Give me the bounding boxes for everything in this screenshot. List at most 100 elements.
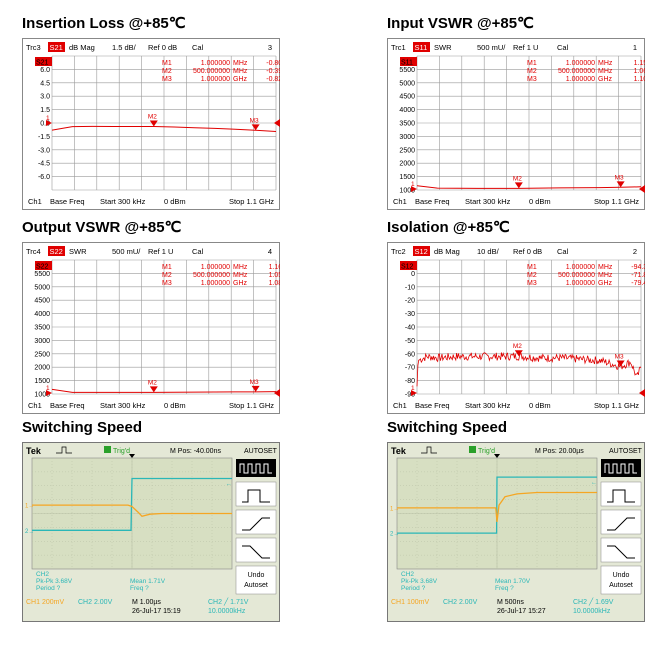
header-param: S11 (415, 43, 428, 52)
marker-freq: 500.000000 (193, 272, 230, 279)
header-format: SWR (434, 43, 452, 52)
marker-triangle-label: M3 (250, 379, 259, 386)
marker-label-m1: 1 (411, 181, 415, 188)
trace-tag-badge (35, 57, 52, 66)
header-ref: Ref 0 dB (513, 247, 542, 256)
trace-tag-badge (35, 261, 52, 270)
footer-mode: Base Freq (415, 197, 450, 206)
marker-triangle (149, 386, 158, 393)
scope-autoset: AUTOSET (609, 448, 643, 455)
marker-freq-unit: MHz (598, 68, 613, 75)
marker-name: M1 (162, 264, 172, 271)
header-number: 2 (633, 247, 637, 256)
status-ch1: CH1 200mV (26, 599, 64, 606)
y-tick-label: 6.0 (40, 67, 50, 74)
footer-power: 0 dBm (529, 197, 551, 206)
marker-triangle (514, 182, 523, 189)
header-number: 3 (268, 43, 272, 52)
header-param: S12 (415, 247, 428, 256)
chart-title-insertion-loss: Insertion Loss @+85℃ (22, 15, 186, 32)
y-tick-label: 3000 (399, 134, 415, 141)
status-trigger: CH2 ╱ 1.71V (208, 597, 249, 606)
header-trace: Trc1 (391, 43, 406, 52)
chart-isolation: Trc2 S12 dB Mag 10 dB/Ref 0 dB Cal 2S120-10-2… (387, 242, 645, 414)
meas-period: Period ? (401, 585, 426, 592)
marker-freq: 500.000000 (193, 68, 230, 75)
autoset-label: Autoset (609, 582, 633, 589)
marker-name: M2 (527, 68, 537, 75)
footer-stop: Stop 1.1 GHz (594, 197, 639, 206)
header-trace: Trc4 (26, 247, 41, 256)
header-scale: 10 dB/ (477, 247, 500, 256)
marker-triangle-label: M2 (513, 343, 522, 350)
y-tick-label: -1.5 (38, 134, 50, 141)
undo-label: Undo (248, 572, 265, 579)
y-tick-label: -6.0 (38, 174, 50, 181)
footer-channel: Ch1 (28, 401, 42, 410)
chart-insertion-loss: Trc3 S21 dB Mag 1.5 dB/Ref 0 dB Cal 3S216.04.… (22, 38, 280, 210)
chart-frame (22, 38, 280, 210)
footer-stop: Stop 1.1 GHz (229, 401, 274, 410)
scope-trig: Trig'd (478, 448, 495, 455)
marker-freq-unit: GHz (233, 280, 248, 287)
ch1-level-marker: 1→ (25, 504, 34, 510)
marker-freq-unit: MHz (598, 272, 613, 279)
footer-channel: Ch1 (393, 197, 407, 206)
status-ch2: CH2 2.00V (78, 599, 113, 606)
y-tick-label: 4000 (399, 107, 415, 114)
ch1-trace (397, 491, 597, 522)
marker-name: M2 (162, 272, 172, 279)
marker-triangle (251, 385, 260, 392)
marker-name: M2 (527, 272, 537, 279)
y-tick-label: 0.0 (40, 121, 50, 128)
trigger-level-marker: ← (591, 480, 597, 486)
status-trigger-freq: 10.0000kHz (208, 608, 246, 615)
y-tick-label: 2500 (34, 351, 50, 358)
footer-power: 0 dBm (164, 401, 186, 410)
marker-freq: 500.000000 (558, 272, 595, 279)
y-tick-label: 5500 (34, 271, 50, 278)
ch1-level-marker: 1→ (390, 506, 399, 512)
rising-edge-icon (607, 517, 635, 531)
ch2-level-marker: 2→ (25, 529, 34, 535)
marker-label-m1: 1 (411, 385, 415, 392)
marker-freq-unit: MHz (233, 68, 248, 75)
header-scale: 500 mU/ (112, 247, 141, 256)
y-tick-label: -50 (405, 338, 415, 345)
meas-ch2-label: CH2 (401, 571, 414, 578)
status-trigger-freq: 10.0000kHz (573, 608, 611, 615)
ref-arrow-right (274, 119, 280, 127)
trace-tag: S22 (36, 264, 49, 271)
chart-title-isolation: Isolation @+85℃ (387, 219, 510, 236)
marker-name: M3 (527, 280, 537, 287)
falling-edge-icon (242, 545, 270, 559)
footer-mode: Base Freq (50, 197, 85, 206)
marker-triangle (251, 124, 260, 131)
header-trace: Trc2 (391, 247, 406, 256)
marker-triangle-label: M2 (148, 379, 157, 386)
y-tick-label: 4000 (34, 311, 50, 318)
marker-triangle (514, 350, 523, 357)
y-tick-label: -80 (405, 378, 415, 385)
ref-arrow-right (639, 185, 645, 193)
scope-title-2: Switching Speed (387, 419, 508, 436)
trace-line (416, 352, 642, 387)
marker-name: M1 (527, 264, 537, 271)
y-tick-label: 3500 (34, 325, 50, 332)
y-tick-label: 5000 (399, 80, 415, 87)
marker-freq: 1.000000 (201, 280, 230, 287)
y-tick-label: 1500 (399, 174, 415, 181)
meas-pkpk: Pk-Pk 3.68V (401, 578, 438, 585)
scope-mpos: M Pos: -40.00ns (170, 448, 221, 455)
falling-edge-icon (607, 545, 635, 559)
trigger-mode-icon (421, 446, 437, 454)
marker-triangle-label: M3 (615, 174, 624, 181)
y-tick-label: 3.0 (40, 94, 50, 101)
y-tick-label: -30 (405, 311, 415, 318)
trigger-level-marker: ← (226, 482, 232, 488)
ref-arrow-right (274, 389, 280, 397)
marker-value: -0.3935 (266, 68, 280, 75)
meas-freq: Freq ? (130, 585, 149, 592)
marker-freq-unit: MHz (598, 264, 613, 271)
marker-value: 1.0574 (269, 272, 280, 279)
